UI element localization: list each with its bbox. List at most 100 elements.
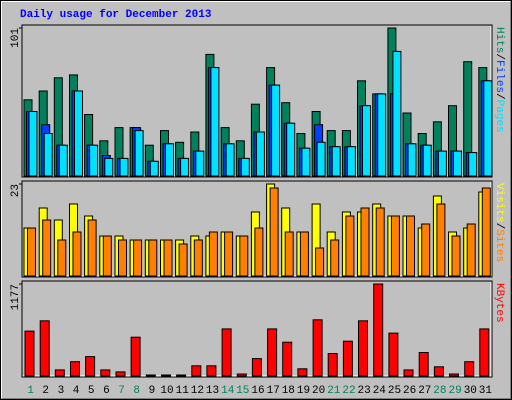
bar	[195, 150, 205, 177]
bar	[225, 143, 235, 177]
bar	[421, 223, 431, 277]
bar	[449, 373, 459, 377]
bar	[390, 215, 400, 277]
x-tick-label: 17	[267, 385, 280, 397]
x-tick-label: 4	[73, 385, 80, 397]
legend-entry: KBytes	[493, 283, 505, 323]
bar	[267, 328, 278, 377]
bar	[42, 219, 52, 277]
bar	[392, 50, 402, 177]
bar	[479, 328, 490, 377]
bar	[161, 374, 171, 377]
x-tick-label: 26	[403, 385, 416, 397]
bar	[468, 152, 478, 177]
x-tick-label: 25	[388, 385, 401, 397]
bar	[240, 157, 250, 177]
bar	[282, 341, 293, 377]
bar	[403, 369, 414, 377]
legend: Visits/Sites	[493, 183, 505, 262]
x-tick-label: 6	[103, 385, 110, 397]
bar	[178, 243, 188, 277]
bar	[148, 239, 158, 277]
bar	[176, 374, 187, 377]
bar	[345, 215, 355, 277]
bar	[327, 353, 338, 377]
legend-separator: /	[493, 223, 505, 230]
bar	[346, 146, 356, 177]
bar	[206, 365, 217, 377]
legend-separator: /	[493, 53, 505, 60]
bar	[145, 374, 156, 377]
bar	[191, 365, 202, 377]
bar	[102, 235, 112, 277]
bar	[134, 130, 144, 177]
bar	[297, 368, 308, 377]
x-tick-label: 31	[479, 385, 493, 397]
bar	[239, 235, 249, 277]
bar	[464, 361, 475, 377]
bar	[406, 215, 415, 277]
bar	[87, 219, 97, 277]
bar	[115, 371, 126, 377]
bar	[163, 239, 173, 277]
bar	[436, 203, 446, 277]
legend: Hits/Files/Pages	[493, 27, 505, 133]
bar	[377, 93, 387, 177]
bar	[451, 235, 461, 277]
bar	[193, 239, 203, 277]
x-tick-label: 24	[373, 385, 387, 397]
legend-entry: Pages	[493, 100, 505, 133]
bar	[284, 231, 294, 277]
x-tick-label: 9	[149, 385, 156, 397]
legend-entry: Hits	[493, 27, 505, 53]
bar	[315, 247, 325, 277]
bar	[286, 122, 296, 177]
bar	[74, 90, 83, 177]
bar	[453, 150, 462, 177]
bar	[330, 239, 340, 277]
legend-entry: Sites	[493, 229, 505, 262]
x-tick-label: 3	[58, 385, 65, 397]
bar	[312, 319, 323, 377]
x-tick-label: 8	[133, 385, 140, 397]
bar	[130, 336, 141, 377]
bar	[422, 144, 432, 177]
bar	[165, 143, 174, 177]
x-tick-label: 22	[342, 385, 355, 397]
legend-entry: Visits	[493, 183, 505, 223]
bar	[100, 369, 111, 377]
bar	[358, 320, 368, 377]
x-tick-label: 15	[236, 385, 249, 397]
x-tick-label: 1	[27, 385, 34, 397]
bar	[418, 352, 429, 377]
bar	[58, 144, 68, 177]
x-tick-label: 21	[327, 385, 341, 397]
y-tick-label: 101	[10, 28, 22, 48]
x-tick-label: 7	[118, 385, 125, 397]
x-tick-label: 5	[88, 385, 95, 397]
x-tick-label: 27	[418, 385, 431, 397]
x-tick-label: 30	[464, 385, 477, 397]
x-tick-label: 14	[221, 385, 235, 397]
bar	[373, 283, 384, 377]
x-tick-label: 11	[176, 385, 190, 397]
chart-title: Daily usage for December 2013	[20, 9, 212, 21]
bar	[149, 160, 159, 177]
bar	[437, 150, 447, 177]
bar	[224, 231, 234, 277]
bar	[271, 84, 281, 177]
bar	[28, 111, 38, 177]
bar	[342, 340, 353, 377]
y-tick-label: 1177	[10, 284, 22, 310]
x-tick-label: 29	[448, 385, 461, 397]
bar	[331, 146, 341, 177]
bar	[208, 231, 218, 277]
bar	[72, 231, 82, 277]
bar	[89, 144, 99, 177]
x-tick-label: 10	[160, 385, 173, 397]
bar	[24, 330, 35, 377]
bar	[118, 239, 127, 277]
bar	[236, 373, 247, 377]
bar	[133, 239, 143, 277]
